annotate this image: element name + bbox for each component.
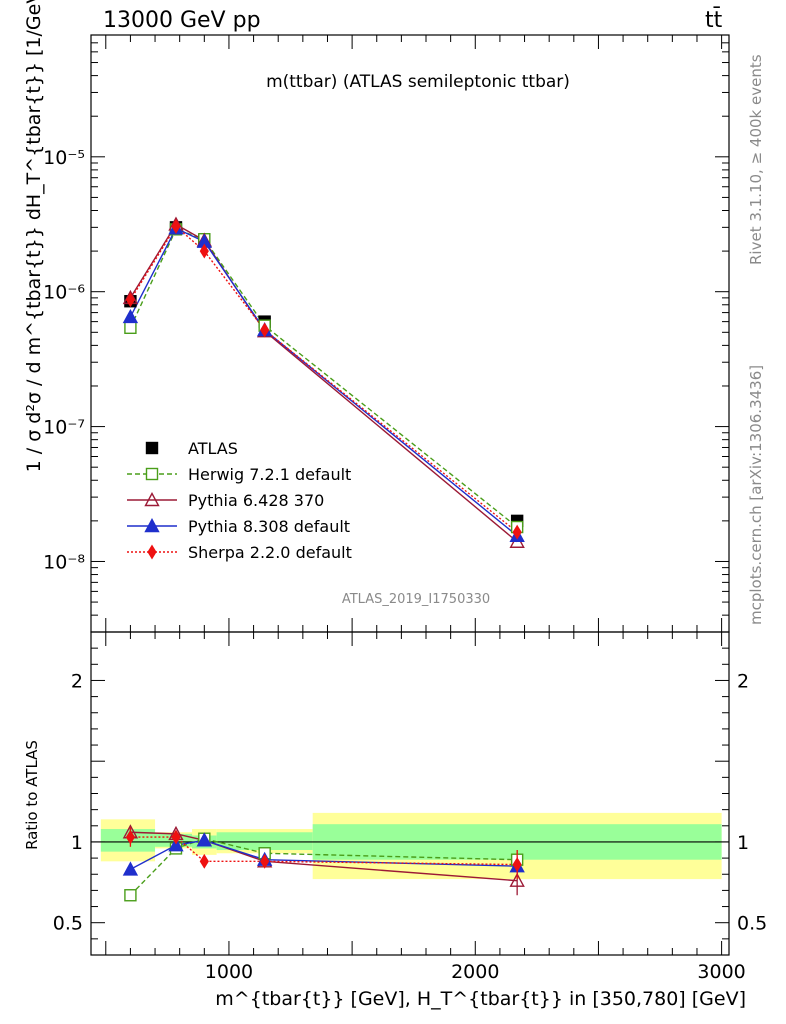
analysis-watermark: ATLAS_2019_I1750330 [342, 592, 490, 607]
sherpa-2-2-0-default-point [260, 322, 270, 338]
x-tick-label: 3000 [697, 961, 745, 983]
header-energy: 13000 GeV pp [103, 8, 261, 33]
ratio-y-tick-label-right: 1 [737, 832, 749, 854]
legend-label-sherpa-2-2-0-default: Sherpa 2.2.0 default [188, 543, 352, 562]
legend-label-herwig-7-2-1-default: Herwig 7.2.1 default [188, 465, 351, 484]
main-plot-panel: 10⁻⁸ 10⁻⁷ 10⁻⁶ 10⁻⁵ m(ttbar) (ATLAS semilep… [23, 0, 730, 633]
herwig-7-2-1-default-point [124, 321, 137, 334]
pythia-8-308-default-ratio-point [196, 832, 212, 847]
main-y-tick-label: 10⁻⁵ [43, 147, 85, 169]
sherpa-2-2-0-default-point [125, 292, 136, 308]
legend-label-pythia-8-308-default: Pythia 8.308 default [188, 517, 350, 536]
sherpa-2-2-0-default-point [171, 218, 181, 234]
side-mcplots-label: mcplots.cern.ch [arXiv:1306.3436] [747, 365, 765, 625]
main-y-tick-label: 10⁻⁷ [43, 417, 85, 439]
pythia-6-428-370-ratio-point [509, 872, 525, 887]
pythia-8-308-default-line [129, 227, 518, 537]
legend-marker-sherpa-2-2-0-default [147, 544, 157, 560]
pythia-8-308-default-point [122, 308, 139, 324]
main-title: m(ttbar) (ATLAS semileptonic ttbar) [266, 72, 570, 92]
legend: ATLAS Herwig 7.2.1 default Pythia 6.428 37… [127, 439, 352, 562]
sherpa-2-2-0-default-ratio-point [512, 857, 522, 873]
pythia-8-308-default-ratio-point [168, 837, 184, 852]
sherpa-2-2-0-default-ratio-point [125, 829, 136, 845]
x-tick-label: 1000 [205, 961, 253, 983]
herwig-7-2-1-default-ratio-line [129, 837, 518, 896]
legend-marker-pythia-6-428-370 [144, 492, 160, 507]
main-plot-frame [90, 34, 730, 633]
sherpa-2-2-0-default-ratio-point [171, 829, 181, 845]
legend-marker-atlas [145, 441, 159, 455]
herwig-7-2-1-default-ratio-point [124, 889, 137, 902]
ratio-plot-frame [90, 631, 730, 956]
ratio-y-axis-label: Ratio to ATLAS [23, 740, 41, 850]
ratio-y-tick-label: 0.5 [53, 913, 83, 935]
sherpa-2-2-0-default-line [129, 225, 518, 533]
main-y-tick-label: 10⁻⁶ [43, 282, 85, 304]
legend-marker-herwig-7-2-1-default [145, 467, 159, 481]
main-y-axis-label: 1 / σ d²σ / d m^{tbar{t}} dH_T^{tbar{t}}… [23, 0, 45, 472]
x-axis-label: m^{tbar{t}} [GeV], H_T^{tbar{t}} in [350… [215, 988, 746, 1010]
sherpa-2-2-0-default-ratio-point [199, 853, 209, 869]
header-process: tt̄ [705, 7, 723, 33]
ratio-y-tick-label: 1 [71, 832, 83, 854]
x-tick-label: 2000 [451, 961, 499, 983]
legend-label-pythia-6-428-370: Pythia 6.428 370 [188, 491, 324, 510]
sherpa-2-2-0-default-point [512, 524, 522, 540]
sherpa-2-2-0-default-ratio-point [260, 853, 270, 869]
uncertainty-band-inner [216, 832, 313, 851]
side-rivet-label: Rivet 3.1.10, ≥ 400k events [747, 54, 765, 265]
pythia-8-308-default-ratio-point [122, 861, 139, 876]
sherpa-2-2-0-default-point [199, 243, 209, 259]
main-y-tick-label: 10⁻⁸ [43, 551, 85, 573]
ratio-y-tick-label: 2 [71, 670, 83, 692]
ratio-y-tick-label-right: 0.5 [737, 913, 767, 935]
legend-marker-pythia-8-308-default [144, 518, 160, 533]
legend-label-atlas: ATLAS [188, 439, 238, 458]
ratio-y-tick-label-right: 2 [737, 670, 749, 692]
ratio-plot-panel: 0.5 0.5 1 1 2 2 1000 2000 3000 Ratio to ATLAS m^… [23, 631, 767, 1010]
